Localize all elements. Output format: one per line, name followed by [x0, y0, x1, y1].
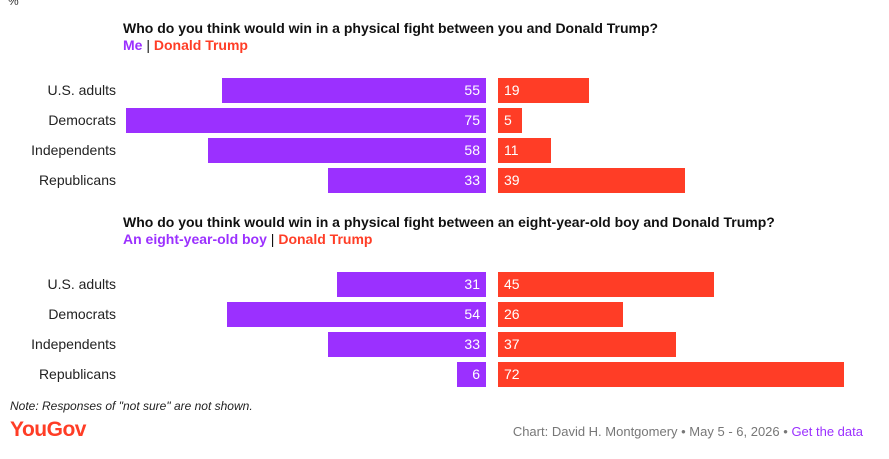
category-label: Democrats	[48, 306, 116, 322]
get-the-data-link[interactable]: Get the data	[791, 424, 863, 439]
bar-right-series	[498, 362, 844, 387]
data-label-left: 33	[464, 172, 480, 188]
bar-right-series	[498, 168, 686, 193]
data-label-right: 39	[504, 172, 520, 188]
category-label: U.S. adults	[47, 276, 116, 292]
bar-right-series	[498, 332, 676, 357]
chart-credit: Chart: David H. Montgomery • May 5 - 6, …	[513, 424, 863, 439]
bar-left-series	[457, 362, 486, 387]
credit-text: Chart: David H. Montgomery • May 5 - 6, …	[512, 424, 788, 439]
category-label: U.S. adults	[47, 82, 116, 98]
category-label: Republicans	[38, 172, 116, 188]
data-label-right: 72	[504, 366, 520, 382]
data-label-right: 11	[504, 142, 519, 158]
category-label: Independents	[31, 142, 116, 158]
category-label: Independents	[31, 336, 116, 352]
bar-right-series	[498, 108, 522, 133]
bar-left-series	[327, 168, 486, 193]
bar-right-series	[498, 78, 590, 103]
data-label-left: 33	[464, 336, 480, 352]
bar-left-series	[207, 138, 486, 163]
percent-unit-mark: %	[8, 0, 19, 8]
bar-right-series	[498, 302, 623, 327]
chart-title: Who do you think would win in a physical…	[123, 20, 659, 36]
footnote: Note: Responses of "not sure" are not sh…	[10, 399, 253, 413]
bar-left-series	[337, 272, 486, 297]
yougov-logo[interactable]: YouGov	[10, 418, 86, 441]
category-label: Democrats	[48, 112, 116, 128]
data-label-left: 6	[472, 366, 480, 382]
data-label-left: 75	[464, 112, 480, 128]
data-label-left: 54	[464, 306, 480, 322]
bar-left-series	[222, 78, 486, 103]
data-label-right: 5	[504, 112, 512, 128]
bar-right-series	[498, 272, 714, 297]
chart-title: Who do you think would win in a physical…	[123, 214, 775, 230]
chart-legend: Me | Donald Trump	[123, 37, 248, 53]
chart-legend: An eight-year-old boy | Donald Trump	[123, 231, 373, 247]
data-label-right: 19	[504, 82, 520, 98]
data-label-right: 26	[504, 306, 520, 322]
legend-entry-left: Me	[123, 37, 143, 53]
data-label-right: 37	[504, 336, 520, 352]
legend-entry-right: Donald Trump	[153, 37, 248, 53]
category-label: Republicans	[38, 366, 116, 382]
bar-left-series	[226, 302, 486, 327]
data-label-left: 55	[464, 82, 480, 98]
data-label-right: 45	[504, 276, 520, 292]
data-label-left: 58	[464, 142, 480, 158]
bar-left-series	[327, 332, 486, 357]
bar-left-series	[126, 108, 486, 133]
legend-entry-left: An eight-year-old boy	[123, 231, 267, 247]
bar-right-series	[498, 138, 551, 163]
data-label-left: 31	[464, 276, 480, 292]
legend-entry-right: Donald Trump	[278, 231, 373, 247]
